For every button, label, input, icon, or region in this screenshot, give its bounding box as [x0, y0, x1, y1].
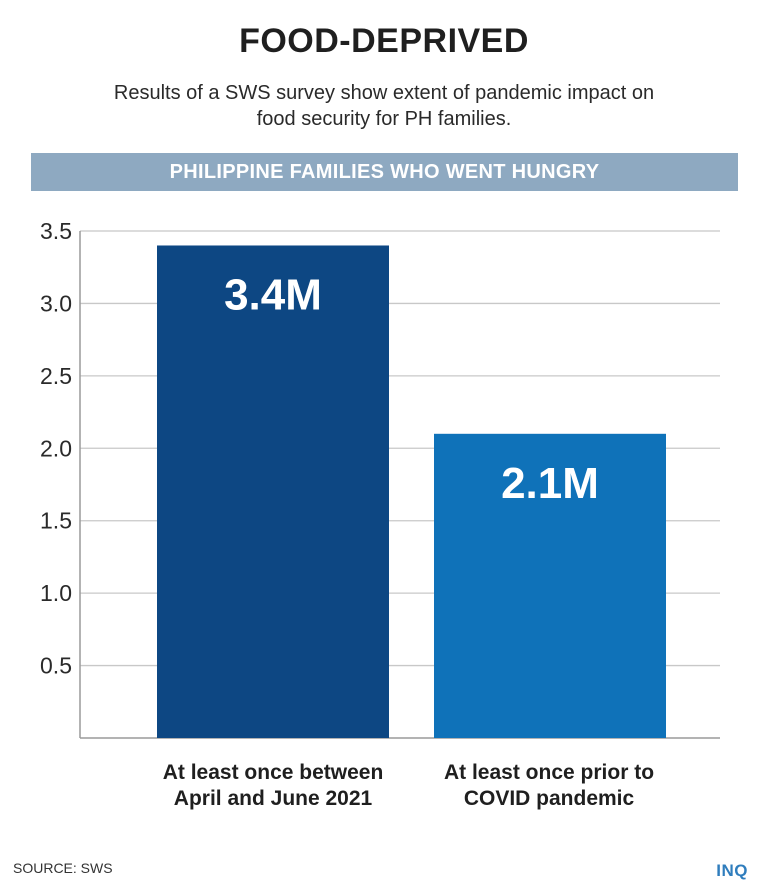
data-label-0: 3.4M: [224, 270, 322, 319]
y-tick-label-3: 2.0: [40, 435, 72, 461]
bars: [157, 245, 666, 738]
source-note: SOURCE: SWS: [13, 860, 113, 876]
bar-0: [157, 245, 389, 738]
inq-logo: INQ: [716, 861, 748, 880]
y-tick-label-5: 3.0: [40, 290, 72, 316]
chart-subtitle: Results of a SWS survey show extent of p…: [113, 82, 655, 130]
category-label-1: At least once prior to COVID pandemic: [443, 761, 655, 810]
data-label-1: 2.1M: [501, 459, 599, 508]
y-tick-label-4: 2.5: [40, 363, 72, 389]
data-labels: 3.4M 2.1M: [224, 270, 599, 507]
y-axis-ticks: 0.5 1.0 1.5 2.0 2.5 3.0 3.5: [40, 218, 72, 679]
chart-title: FOOD-DEPRIVED: [239, 22, 529, 60]
y-tick-label-1: 1.0: [40, 580, 72, 606]
bar-1: [434, 433, 666, 738]
category-label-0: At least once between April and June 202…: [162, 761, 384, 810]
y-tick-label-0: 0.5: [40, 653, 72, 679]
y-tick-label-6: 3.5: [40, 218, 72, 244]
y-tick-label-2: 1.5: [40, 508, 72, 534]
chart-banner: PHILIPPINE FAMILIES WHO WENT HUNGRY: [31, 153, 738, 191]
